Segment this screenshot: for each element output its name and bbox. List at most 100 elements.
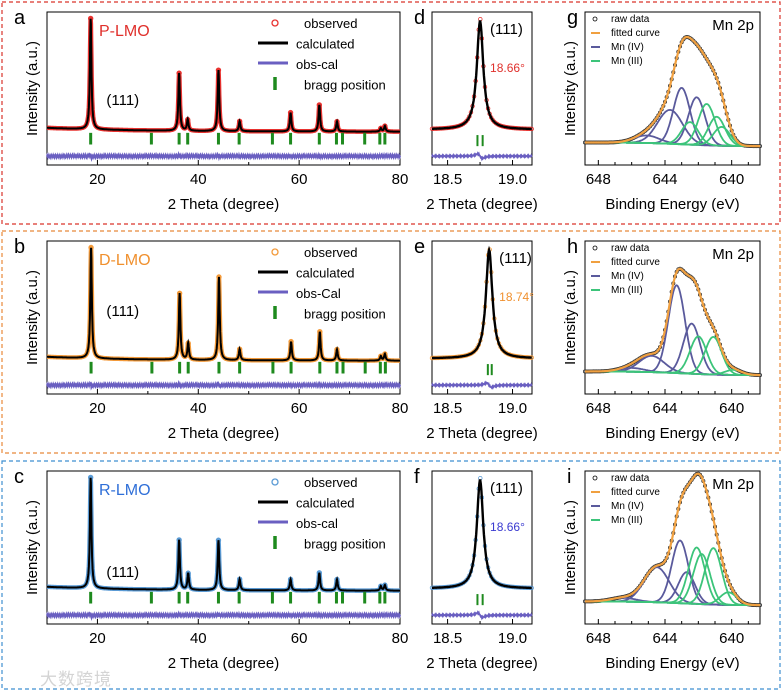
axes-frame [46,470,401,625]
panel-label: h [567,236,578,258]
legend-label: raw data [611,473,650,484]
panel-label: g [567,7,578,29]
legend-label: calculated [296,496,355,511]
panel-d: d 18.5 19.0 2 Theta (degree) (111) 18.66° [414,7,538,213]
legend-observed-icon [271,248,279,256]
x-axis-label: 2 Theta (degree) [168,196,279,213]
peak-annotation: (111) [499,250,532,267]
legend-observed-icon [271,478,279,486]
panel-a: a 20 40 60 80 2 Theta (degree) Intensity (a.u.… [14,7,408,213]
legend-label: observed [304,245,357,260]
axes-frame [584,240,761,395]
x-tick-label: 60 [291,400,308,417]
axes-frame [584,11,761,166]
legend-label: fitted curve [611,28,660,39]
spectrum-title: Mn 2p [712,17,754,34]
calculated-series [47,477,400,592]
x-tick-label: 40 [190,630,207,647]
calculated-series [432,479,532,590]
x-tick-label: 20 [89,171,106,188]
y-axis-label: Intensity (a.u.) [24,270,41,365]
peak-annotation: (111) [490,480,523,497]
sample-label: D-LMO [99,252,151,269]
axes-frame [431,240,533,395]
y-axis-label: Intensity (a.u.) [24,41,41,136]
fitted-curve [585,35,760,148]
x-tick-label: 18.5 [433,171,462,188]
panel-label: d [414,7,425,29]
legend-label: raw data [611,14,650,25]
x-axis-label: Binding Energy (eV) [605,655,739,672]
x-tick-label: 640 [719,630,744,647]
legend-label: Mn (III) [611,56,643,67]
x-tick-label: 19.0 [498,400,527,417]
axes-frame [431,11,533,166]
mn-iii-component [585,591,760,606]
y-axis-label: Intensity (a.u.) [562,270,579,365]
legend-label: obs-cal [296,57,338,72]
obs-cal-series [431,380,533,391]
panel-label: a [14,7,26,29]
axes-frame [431,470,533,625]
x-axis-label: 2 Theta (degree) [426,655,537,672]
x-tick-label: 644 [652,400,677,417]
x-tick-label: 20 [89,400,106,417]
x-tick-label: 648 [586,171,611,188]
x-tick-label: 640 [719,171,744,188]
legend-label: Mn (IV) [611,271,644,282]
x-tick-label: 18.5 [433,400,462,417]
panel-i: i 648 644 640 Binding Energy (eV) Intensity (… [562,466,763,672]
panel-label: c [14,466,24,488]
x-axis-label: 2 Theta (degree) [426,425,537,442]
spectrum-title: Mn 2p [712,476,754,493]
y-axis-label: Intensity (a.u.) [562,500,579,595]
x-tick-label: 19.0 [498,171,527,188]
y-axis-label: Intensity (a.u.) [562,41,579,136]
obs-cal-series [431,151,533,162]
calculated-series [432,20,532,131]
panel-g: g 648 644 640 Binding Energy (eV) Intensity (… [562,7,763,213]
calculated-series [47,247,400,362]
fitted-curve [585,267,760,377]
x-tick-label: 60 [291,171,308,188]
legend-label: bragg position [304,78,386,93]
panel-label: i [567,466,571,488]
obs-cal-series [46,610,401,622]
peak-position-label: 18.74° [499,290,534,304]
x-axis-label: 2 Theta (degree) [168,425,279,442]
panel-b: b 20 40 60 80 2 Theta (degree) Intensity (a.u.… [14,236,408,442]
legend-observed-icon [271,19,279,27]
legend-label: Mn (IV) [611,501,644,512]
panel-h: h 648 644 640 Binding Energy (eV) Intensity (… [562,236,763,442]
legend-label: Mn (III) [611,515,643,526]
legend-label: bragg position [304,307,386,322]
panel-label: e [414,236,425,258]
watermark: 大数跨境 [40,670,112,689]
mn-iv-component [585,284,760,377]
sample-label: R-LMO [99,482,151,499]
obs-cal-series [46,380,401,391]
row-border [1,1,781,225]
panel-e: e 18.5 19.0 2 Theta (degree) (111) 18.74° [414,236,538,442]
x-axis-label: 2 Theta (degree) [168,655,279,672]
x-tick-label: 40 [190,171,207,188]
x-tick-label: 40 [190,400,207,417]
peak-annotation: (111) [106,92,139,109]
legend-label: fitted curve [611,487,660,498]
axes-frame [584,470,761,625]
legend-label: obs-Cal [296,286,341,301]
legend-label: observed [304,475,357,490]
y-axis-label: Intensity (a.u.) [24,500,41,595]
x-tick-label: 80 [392,630,409,647]
legend-label: calculated [296,266,355,281]
x-tick-label: 648 [586,400,611,417]
obs-cal-series [46,150,401,163]
x-tick-label: 644 [652,171,677,188]
panel-f: f 18.5 19.0 2 Theta (degree) (111) 18.66° [414,466,538,672]
x-axis-label: Binding Energy (eV) [605,425,739,442]
legend-raw-data-icon [592,16,598,22]
peak-annotation: (111) [106,564,139,581]
mn-iii-component [585,368,760,377]
legend-label: Mn (III) [611,285,643,296]
